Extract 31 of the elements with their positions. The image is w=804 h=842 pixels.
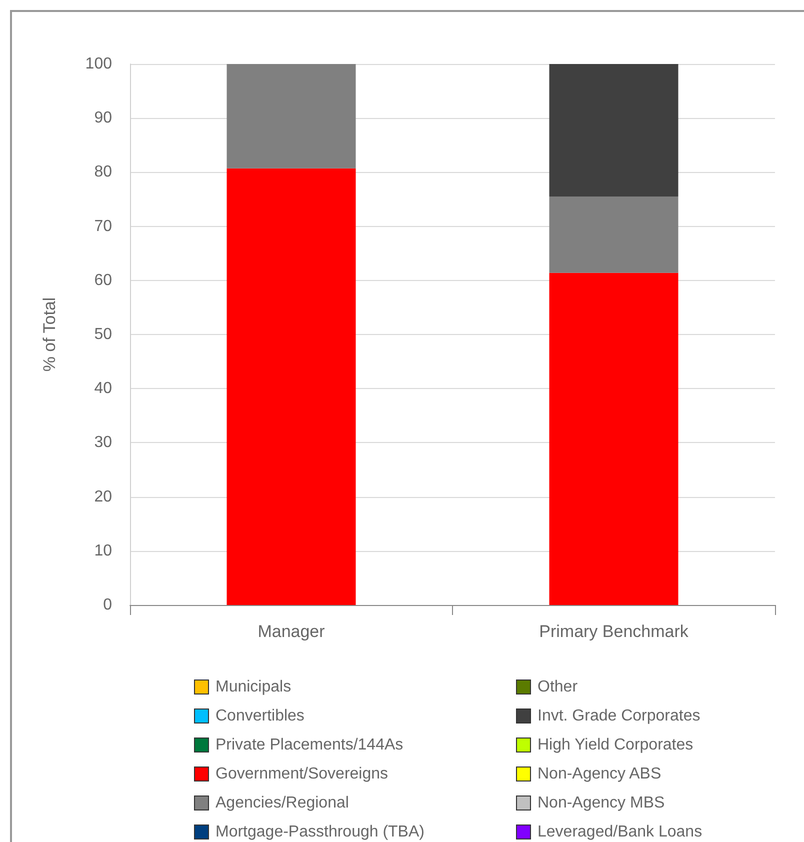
bar xyxy=(226,168,356,605)
y-tick-label: 40 xyxy=(94,380,112,398)
y-tick-label: 10 xyxy=(94,542,112,560)
legend-label: Agencies/Regional xyxy=(216,794,349,812)
bar xyxy=(549,272,678,605)
y-tick-label: 60 xyxy=(94,272,112,289)
y-axis-title: % of Total xyxy=(40,297,59,372)
bar xyxy=(549,196,678,273)
y-tick-label: 100 xyxy=(85,56,112,72)
bar xyxy=(226,64,356,168)
legend-label: Invt. Grade Corporates xyxy=(538,708,700,724)
legend-label: Leveraged/Bank Loans xyxy=(538,824,702,840)
bar xyxy=(549,64,678,197)
legend-label: Non-Agency MBS xyxy=(538,794,665,812)
legend-label: Other xyxy=(538,678,578,696)
legend-label: High Yield Corporates xyxy=(538,736,694,754)
y-tick-label: 20 xyxy=(94,488,112,506)
x-tick-label: Primary Benchmark xyxy=(539,622,689,641)
y-tick-label: 70 xyxy=(94,218,112,235)
legend-label: Municipals xyxy=(216,678,292,696)
legend-label: Non-Agency ABS xyxy=(538,766,662,782)
legend-label: Mortgage-Passthrough (TBA) xyxy=(216,824,424,840)
y-tick-label: 30 xyxy=(94,434,112,452)
y-tick-label: 0 xyxy=(103,596,112,614)
y-tick-label: 80 xyxy=(94,164,112,181)
x-tick-label: Manager xyxy=(258,622,326,641)
y-tick-label: 90 xyxy=(94,110,112,127)
legend-label: Government/Sovereigns xyxy=(216,766,388,782)
legend-label: Private Placements/144As xyxy=(216,736,404,754)
legend-label: Convertibles xyxy=(216,708,304,724)
y-tick-label: 50 xyxy=(94,326,112,343)
